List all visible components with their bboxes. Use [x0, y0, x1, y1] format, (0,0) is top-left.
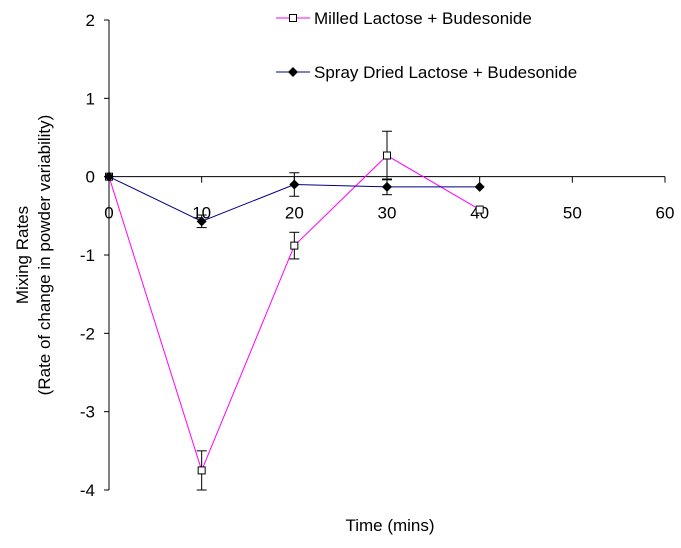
data-point [104, 171, 114, 182]
data-point [382, 181, 392, 192]
x-tick-label: 10 [192, 204, 211, 223]
x-tick-label: 30 [378, 204, 397, 223]
legend-item-2: Spray Dried Lactose + Budesonide [276, 63, 577, 82]
legend-item-1: Milled Lactose + Budesonide [276, 9, 532, 28]
legend-label: Spray Dried Lactose + Budesonide [314, 63, 577, 82]
data-point [289, 179, 300, 190]
data-point [196, 216, 207, 227]
data-point [197, 466, 206, 475]
y-tick-label: 0 [86, 168, 95, 187]
x-tick-label: 20 [285, 204, 304, 223]
x-tick-label: 0 [104, 204, 113, 223]
data-point [475, 205, 484, 214]
legend-marker [289, 14, 297, 22]
legend: Milled Lactose + Budesonide Spray Dried L… [276, 9, 577, 82]
legend-label: Milled Lactose + Budesonide [314, 9, 532, 28]
x-tick-label: 60 [656, 204, 675, 223]
y-axis-title-line-2: (Rate of change in powder variability) [35, 115, 54, 396]
x-axis-ticks: 0102030405060 [104, 176, 675, 223]
legend-marker [288, 67, 298, 77]
y-axis-title-line-1: Mixing Rates [13, 206, 32, 304]
y-tick-label: -2 [80, 324, 95, 343]
data-point [474, 181, 485, 192]
y-tick-label: 1 [86, 89, 95, 108]
x-tick-label: 50 [563, 204, 582, 223]
y-tick-label: -3 [80, 403, 95, 422]
x-axis-title: Time (mins) [345, 516, 434, 535]
y-axis-ticks: 2 1 0 -1 -2 -3 -4 [80, 11, 109, 500]
data-point [290, 241, 299, 250]
y-tick-label: 2 [86, 11, 95, 30]
plot-area: 210-1-2-3-4 0102030405060 [80, 11, 675, 500]
series-2 [104, 171, 485, 229]
series-layer [104, 130, 485, 491]
y-tick-label: -1 [80, 246, 95, 265]
y-tick-label: -4 [80, 481, 95, 500]
data-point [383, 151, 391, 160]
